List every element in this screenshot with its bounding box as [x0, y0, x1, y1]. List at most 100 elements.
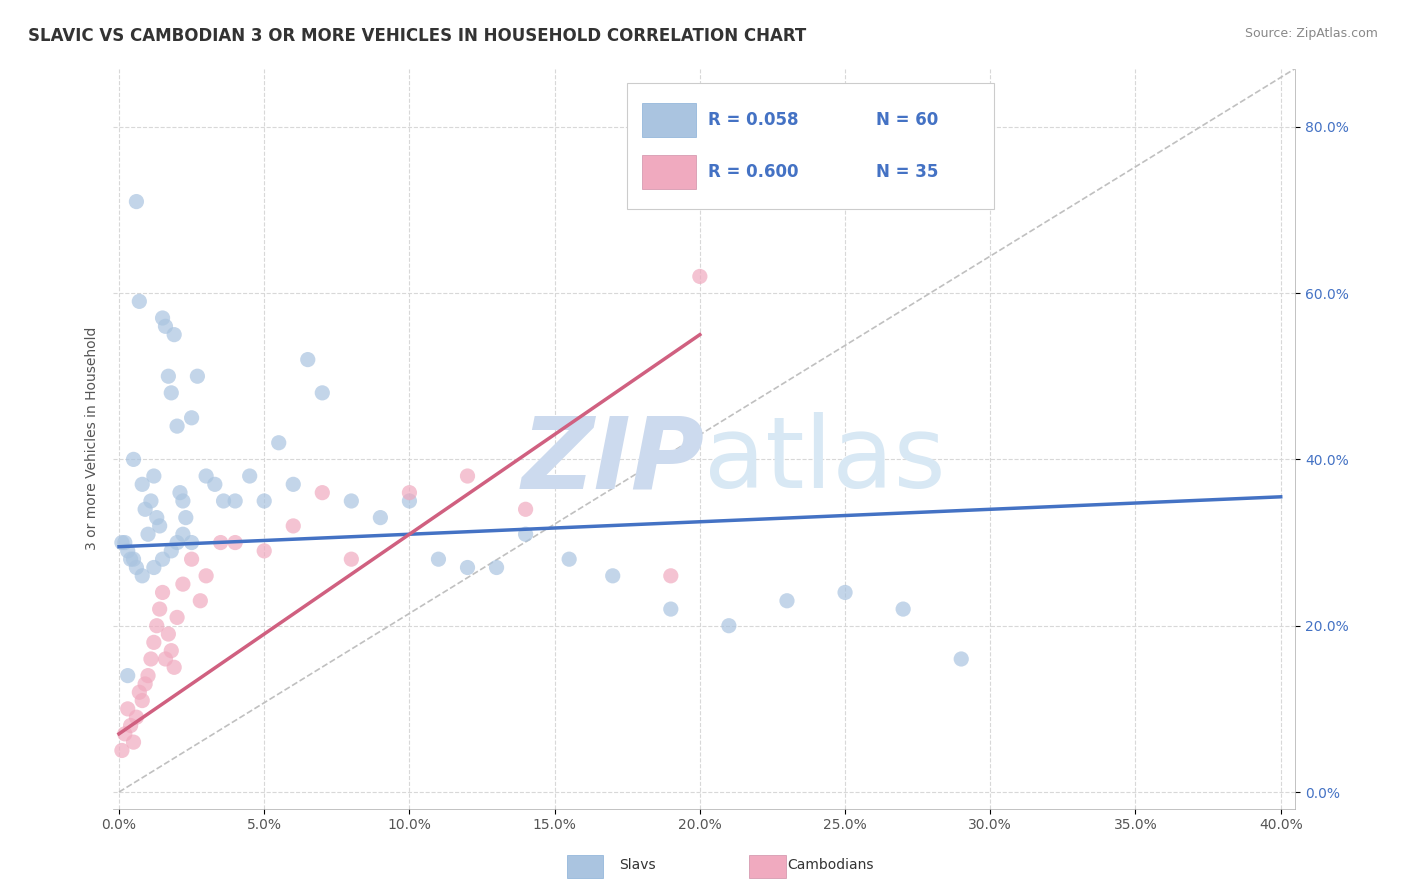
Point [166, 610, 188, 624]
Point [120, 718, 142, 732]
Point [145, 618, 167, 632]
Point [485, 560, 508, 574]
FancyBboxPatch shape [641, 103, 696, 137]
Point [117, 668, 139, 682]
Point [142, 469, 165, 483]
Point [131, 477, 153, 491]
Point [370, 510, 392, 524]
Point [163, 327, 186, 342]
Point [172, 577, 194, 591]
Text: SLAVIC VS CAMBODIAN 3 OR MORE VEHICLES IN HOUSEHOLD CORRELATION CHART: SLAVIC VS CAMBODIAN 3 OR MORE VEHICLES I… [28, 27, 807, 45]
Point [398, 494, 420, 508]
Point [131, 693, 153, 707]
Point [311, 385, 333, 400]
Point [125, 194, 148, 209]
Point [209, 535, 232, 549]
Point [297, 352, 319, 367]
Point [457, 560, 479, 574]
Text: R = 0.058: R = 0.058 [707, 112, 799, 129]
Point [117, 702, 139, 716]
Text: N = 60: N = 60 [876, 112, 938, 129]
Point [689, 269, 711, 284]
Point [558, 552, 581, 566]
Point [239, 469, 262, 483]
Point [125, 560, 148, 574]
Point [149, 602, 172, 616]
Point [172, 527, 194, 541]
Point [152, 552, 174, 566]
FancyBboxPatch shape [627, 83, 994, 209]
Point [204, 477, 226, 491]
Point [283, 477, 305, 491]
Point [142, 560, 165, 574]
Text: Source: ZipAtlas.com: Source: ZipAtlas.com [1244, 27, 1378, 40]
Point [131, 569, 153, 583]
Point [152, 311, 174, 326]
FancyBboxPatch shape [641, 155, 696, 189]
Point [157, 369, 180, 384]
Point [602, 569, 624, 583]
Point [169, 485, 191, 500]
Point [427, 552, 450, 566]
Point [212, 494, 235, 508]
Point [186, 369, 208, 384]
Point [891, 602, 914, 616]
Point [950, 652, 973, 666]
Point [117, 544, 139, 558]
Point [180, 410, 202, 425]
Point [253, 494, 276, 508]
Point [195, 469, 218, 483]
Point [152, 585, 174, 599]
Point [457, 469, 479, 483]
Point [128, 685, 150, 699]
Point [659, 602, 682, 616]
Point [166, 419, 188, 434]
Point [195, 569, 218, 583]
Point [834, 585, 856, 599]
Point [398, 485, 420, 500]
Point [515, 502, 537, 516]
Point [160, 643, 183, 657]
Point [224, 535, 246, 549]
Point [253, 544, 276, 558]
Y-axis label: 3 or more Vehicles in Household: 3 or more Vehicles in Household [86, 326, 100, 550]
Point [145, 510, 167, 524]
Point [122, 452, 145, 467]
Point [111, 743, 134, 757]
Point [160, 385, 183, 400]
Point [139, 494, 162, 508]
Point [134, 677, 156, 691]
Point [717, 618, 740, 632]
Point [155, 319, 177, 334]
Point [166, 535, 188, 549]
Text: N = 35: N = 35 [876, 163, 938, 181]
Point [188, 594, 211, 608]
Text: Slavs: Slavs [619, 858, 655, 872]
Point [267, 435, 290, 450]
Point [155, 652, 177, 666]
Point [114, 535, 136, 549]
Text: Cambodians: Cambodians [787, 858, 875, 872]
Point [180, 535, 202, 549]
Point [122, 735, 145, 749]
Point [139, 652, 162, 666]
Point [111, 535, 134, 549]
Point [224, 494, 246, 508]
Point [180, 552, 202, 566]
Point [340, 552, 363, 566]
Point [120, 552, 142, 566]
Point [128, 294, 150, 309]
Point [283, 519, 305, 533]
Point [340, 494, 363, 508]
Text: atlas: atlas [704, 412, 946, 509]
Point [157, 627, 180, 641]
Point [160, 544, 183, 558]
Text: R = 0.600: R = 0.600 [707, 163, 799, 181]
Point [515, 527, 537, 541]
Point [163, 660, 186, 674]
Point [125, 710, 148, 724]
Point [136, 527, 159, 541]
Point [142, 635, 165, 649]
Text: ZIP: ZIP [522, 412, 704, 509]
Point [114, 727, 136, 741]
